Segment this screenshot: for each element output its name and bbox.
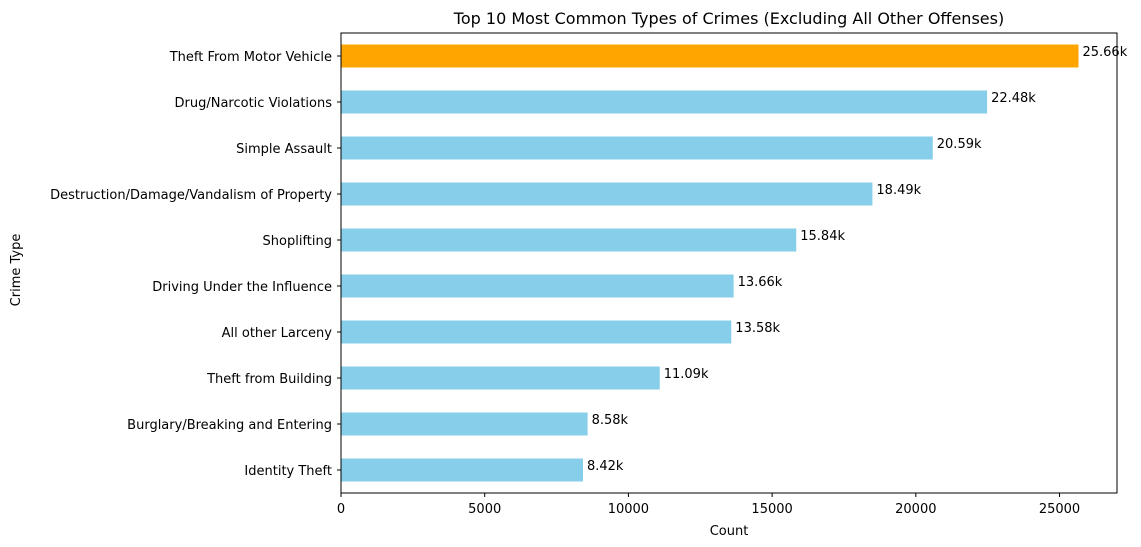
bar-value-label: 18.49k bbox=[876, 183, 921, 198]
bar bbox=[341, 412, 588, 436]
y-tick-label: Theft from Building bbox=[206, 372, 332, 387]
x-axis-label: Count bbox=[710, 524, 749, 539]
bar bbox=[341, 458, 583, 482]
bar-value-label: 11.09k bbox=[664, 367, 709, 382]
y-tick-label: Driving Under the Influence bbox=[152, 280, 332, 295]
y-tick-label: Drug/Narcotic Violations bbox=[175, 96, 333, 111]
x-tick-label: 25000 bbox=[1039, 502, 1080, 517]
bar bbox=[341, 320, 732, 344]
bar bbox=[341, 228, 797, 252]
bar bbox=[341, 44, 1079, 68]
plot-frame bbox=[340, 32, 1118, 494]
y-tick-label: Theft From Motor Vehicle bbox=[169, 50, 332, 65]
bar bbox=[341, 90, 988, 114]
x-axis-ticks: 0 5000 10000 15000 20000 25000 bbox=[337, 493, 1080, 517]
bar bbox=[341, 274, 734, 298]
x-tick-label: 0 bbox=[337, 502, 345, 517]
chart-title: Top 10 Most Common Types of Crimes (Excl… bbox=[453, 9, 1004, 28]
bar-value-label: 20.59k bbox=[937, 137, 982, 152]
data-labels-group: 25.66k 22.48k 20.59k 18.49k 15.84k 13.66k 13.5… bbox=[587, 45, 1128, 474]
y-tick-label: Burglary/Breaking and Entering bbox=[127, 418, 332, 433]
bar-value-label: 22.48k bbox=[991, 91, 1036, 106]
y-tick-label: Destruction/Damage/Vandalism of Property bbox=[50, 188, 332, 203]
bar bbox=[341, 366, 660, 390]
bar-value-label: 8.42k bbox=[587, 459, 624, 474]
y-tick-label: Shoplifting bbox=[263, 234, 332, 249]
bar bbox=[341, 136, 933, 160]
bar bbox=[341, 182, 873, 206]
x-tick-label: 20000 bbox=[895, 502, 936, 517]
y-tick-label: Simple Assault bbox=[236, 142, 332, 157]
y-axis-label: Crime Type bbox=[9, 234, 24, 307]
bar-value-label: 13.66k bbox=[738, 275, 783, 290]
bars-group bbox=[341, 44, 1079, 482]
bar-value-label: 13.58k bbox=[735, 321, 780, 336]
bar-value-label: 8.58k bbox=[592, 413, 629, 428]
x-tick-label: 10000 bbox=[608, 502, 649, 517]
y-axis-ticks: Theft From Motor Vehicle Drug/Narcotic Vi… bbox=[50, 50, 341, 479]
x-tick-label: 15000 bbox=[751, 502, 792, 517]
x-tick-label: 5000 bbox=[468, 502, 501, 517]
bar-value-label: 25.66k bbox=[1082, 45, 1127, 60]
y-tick-label: All other Larceny bbox=[222, 326, 333, 341]
bar-value-label: 15.84k bbox=[800, 229, 845, 244]
y-tick-label: Identity Theft bbox=[244, 464, 332, 479]
